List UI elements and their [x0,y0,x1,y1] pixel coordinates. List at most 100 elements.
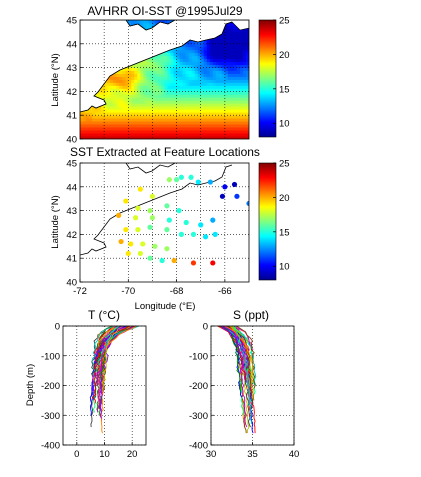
colorbar-label: 25 [279,159,290,170]
sst-cell [131,67,135,71]
sst-cell [203,94,208,98]
colorbar-label: 10 [279,119,290,130]
sst-cell [206,103,211,107]
sst-cell [113,106,117,110]
sst-cell [173,82,177,86]
sst-cell [200,40,205,45]
feature-point [188,174,194,180]
sst-cell [155,100,159,104]
sst-cell [143,124,147,128]
sst-cell [125,85,129,89]
sst-cell [218,100,223,104]
sst-cell [149,70,153,74]
sst-cell [218,58,223,63]
sst-cell [170,115,174,119]
profile-line [226,325,253,425]
sst-cell [191,118,196,122]
sst-cell [104,109,108,113]
sst-cell [167,97,171,101]
sst-cell [227,100,232,104]
xtick-label: 20 [127,449,138,460]
sst-cell [170,64,174,68]
sst-cell [140,20,144,24]
sst-cell [158,97,162,101]
sst-cell [197,106,202,110]
sst-cell [212,64,217,68]
sst-cell [152,130,156,134]
sst-cell [197,133,202,137]
sst-cell [212,52,217,57]
sst-cell [131,82,135,86]
sst-cell [113,127,117,131]
sst-cell [230,76,235,80]
sst-cell [137,97,141,101]
sst-cell [242,91,247,95]
sst-cell [209,121,214,125]
sst-cell [191,106,196,110]
sst-cell [236,40,241,45]
sst-cell [152,20,156,24]
sst-cell [113,94,117,98]
sst-cell [179,127,184,131]
sst-cell [125,76,129,80]
sst-cell [80,124,84,128]
sst-cell [173,136,177,139]
sst-cell [194,55,199,60]
sst-cell [194,64,199,68]
sst-cell [233,76,238,80]
sst-cell [116,106,120,110]
sst-cell [107,91,111,95]
sst-cell [146,106,150,110]
sst-cell [221,58,226,63]
sst-cell [197,58,202,63]
sst-cell [224,46,229,51]
sst-cell [233,103,238,107]
sst-cell [224,85,229,89]
sst-cell [176,85,180,89]
sst-cell [191,40,196,45]
sst-cell [149,22,153,27]
sst-cell [242,94,247,98]
sst-cell [236,88,241,92]
sst-cell [164,121,168,125]
sst-cell [170,121,174,125]
sst-cell [182,130,187,134]
map2-coastline [80,163,233,256]
sst-cell [134,67,138,71]
sst-cell [155,106,159,110]
sst-cell [134,64,138,68]
sst-cell [134,82,138,86]
sst-cell [215,130,220,134]
sst-cell [89,121,93,125]
sst-cell [107,130,111,134]
sst-cell [176,130,180,134]
sst-cell [236,133,241,137]
sst-cell [224,70,229,74]
sst-cell [125,106,129,110]
sst-cell [149,94,153,98]
sst-cell [212,100,217,104]
sst-cell [116,109,120,113]
sst-cell [233,91,238,95]
sst-cell [164,85,168,89]
salinity-profile-xticks: 30 35 40 [206,442,299,460]
sst-cell [194,121,199,125]
sst-cell [116,70,120,74]
sst-cell [176,118,180,122]
sst-cell [200,85,205,89]
sst-cell [233,115,238,119]
sst-cell [161,55,165,60]
sst-cell [200,79,205,83]
sst-cell [161,100,165,104]
ytick-label: -200 [189,381,208,392]
sst-cell [245,76,249,80]
sst-cell [206,76,211,80]
sst-cell [131,115,135,119]
sst-cell [152,64,156,68]
sst-cell [215,136,220,139]
sst-cell [200,73,205,77]
sst-cell [230,88,235,92]
sst-cell [209,130,214,134]
sst-cell [185,67,190,71]
